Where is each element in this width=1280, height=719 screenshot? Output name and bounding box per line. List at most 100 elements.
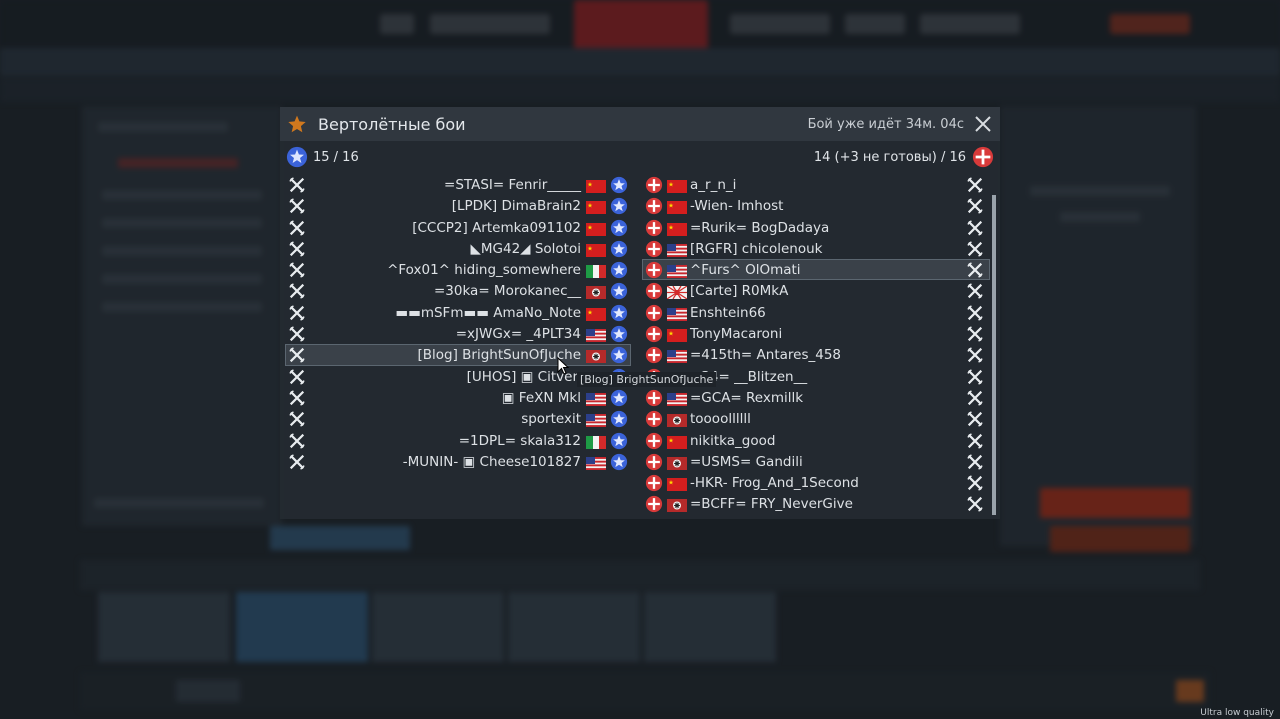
germany-flag-icon [667,412,687,428]
blue-star-icon [610,325,628,343]
player-row[interactable]: ^Furs^ OlOmati [642,259,990,281]
china-flag-icon [667,221,687,236]
player-name: toooollllll [690,411,751,428]
player-row[interactable]: toooollllll [642,408,990,429]
dialog-header: Вертолётные бои Бой уже идёт 34м. 04с [280,107,1000,141]
breadcrumb [0,78,1280,102]
player-row[interactable]: =1DPL= skala312 [285,430,631,451]
player-row[interactable]: -MUNIN- ▣ Cheese101827 [285,451,631,472]
player-row[interactable]: =STASI= Fenrir_____ [285,174,631,195]
orange-star-icon [288,115,306,133]
player-row[interactable]: =415th= Antares_458 [642,344,990,365]
player-name: =GCA= Rexmillk [690,389,804,406]
player-row[interactable]: ▬▬mSFm▬▬ AmaNo_Note [285,302,631,323]
blue-star-icon [610,410,628,428]
player-row[interactable]: ^Fox01^ hiding_somewhere [285,259,631,280]
player-row[interactable]: ▣ FeXN Mkl [285,387,631,408]
blue-star-icon [610,219,628,237]
red-cross-icon [645,240,663,258]
blue-star-icon [610,453,628,471]
red-cross-icon [645,261,663,279]
player-row[interactable]: =Rurik= BogDadaya [642,217,990,238]
player-row[interactable]: ◣MG42◢ Solotoi [285,238,631,259]
blue-star-icon [610,432,628,450]
player-name: =Rurik= BogDadaya [690,219,830,236]
player-row[interactable]: nikitka_good [642,430,990,451]
germany-flag-icon [667,455,687,470]
player-row[interactable]: =BCFF= FRY_NeverGive [642,493,990,514]
ally-team-list: =STASI= Fenrir_____ [LPDK] DimaBrain2 [CCC… [285,174,631,472]
player-name: ▬▬mSFm▬▬ AmaNo_Note [395,304,581,321]
player-row[interactable]: [LPDK] DimaBrain2 [285,195,631,216]
player-row[interactable]: -Wien- Imhost [642,195,990,216]
helicopter-icon [966,219,984,237]
sub-bar [0,48,1280,76]
helicopter-icon [966,240,984,258]
helicopter-icon [966,410,984,428]
blue-star-icon [610,389,628,407]
red-cross-icon [645,495,663,513]
nation-bar [80,560,1200,590]
player-name: -Wien- Imhost [690,198,784,215]
quality-label: Ultra low quality [1200,708,1274,718]
blue-star-icon [610,197,628,215]
player-row[interactable]: [Blog] BrightSunOfJuche [285,344,631,366]
helicopter-icon [288,389,306,407]
scrollbar-thumb[interactable] [992,195,996,515]
helicopter-icon [966,346,984,364]
red-cross-icon [645,197,663,215]
player-name: ▣ FeXN Mkl [501,389,581,406]
player-row[interactable]: =xJWGx= _4PLT34 [285,323,631,344]
china-flag-icon [586,178,606,193]
battle-time: Бой уже идёт 34м. 04с [807,117,964,132]
player-name: [LPDK] DimaBrain2 [451,198,581,215]
china-flag-icon [667,434,687,449]
red-cross-icon [645,389,663,407]
player-row[interactable]: Enshtein66 [642,302,990,323]
player-name: [RGFR] chicolenouk [690,240,823,257]
china-flag-icon [586,242,606,257]
player-row[interactable]: sportexit [285,408,631,429]
helicopter-icon [288,410,306,428]
red-cross-icon [972,146,994,168]
player-name: [CCCP2] Artemka091102 [412,219,581,236]
player-row[interactable]: [RGFR] chicolenouk [642,238,990,259]
bg-select [270,526,410,550]
helicopter-icon [966,325,984,343]
top-bar-item [380,14,414,34]
player-row[interactable]: [CCCP2] Artemka091102 [285,217,631,238]
red-cross-icon [645,474,663,492]
close-icon[interactable] [974,115,992,133]
italy-flag-icon [586,434,606,449]
helicopter-icon [966,368,984,386]
player-row[interactable]: [Carte] R0MkA [642,280,990,301]
player-row[interactable]: TonyMacaroni [642,323,990,344]
player-row[interactable]: a_r_n_i [642,174,990,195]
top-bar-item [920,14,1020,34]
germany-flag-icon [586,284,606,300]
player-row[interactable]: =USMS= Gandili [642,451,990,472]
usa-flag-icon [667,306,687,321]
blue-star-icon [610,282,628,300]
vehicle-slot [644,592,776,662]
china-flag-icon [586,199,606,215]
china-flag-icon [586,221,606,236]
red-cross-icon [645,219,663,237]
china-flag-icon [586,306,606,321]
helicopter-icon [288,368,306,386]
red-cross-icon [645,410,663,428]
helicopter-icon [966,432,984,450]
scrollbar[interactable] [992,195,996,515]
helicopter-icon [966,176,984,194]
usa-flag-icon [667,391,687,406]
player-row[interactable]: -HKR- Frog_And_1Second [642,472,990,493]
player-row[interactable]: =30ka= Morokanec__ [285,280,631,301]
battle-button [1040,488,1190,518]
player-name: [Blog] BrightSunOfJuche [417,347,581,364]
helicopter-icon [966,197,984,215]
dialog-title: Вертолётные бои [318,115,466,134]
player-row[interactable]: =GCA= Rexmillk [642,387,990,408]
left-panel [82,106,282,526]
top-bar-item [1110,14,1190,34]
